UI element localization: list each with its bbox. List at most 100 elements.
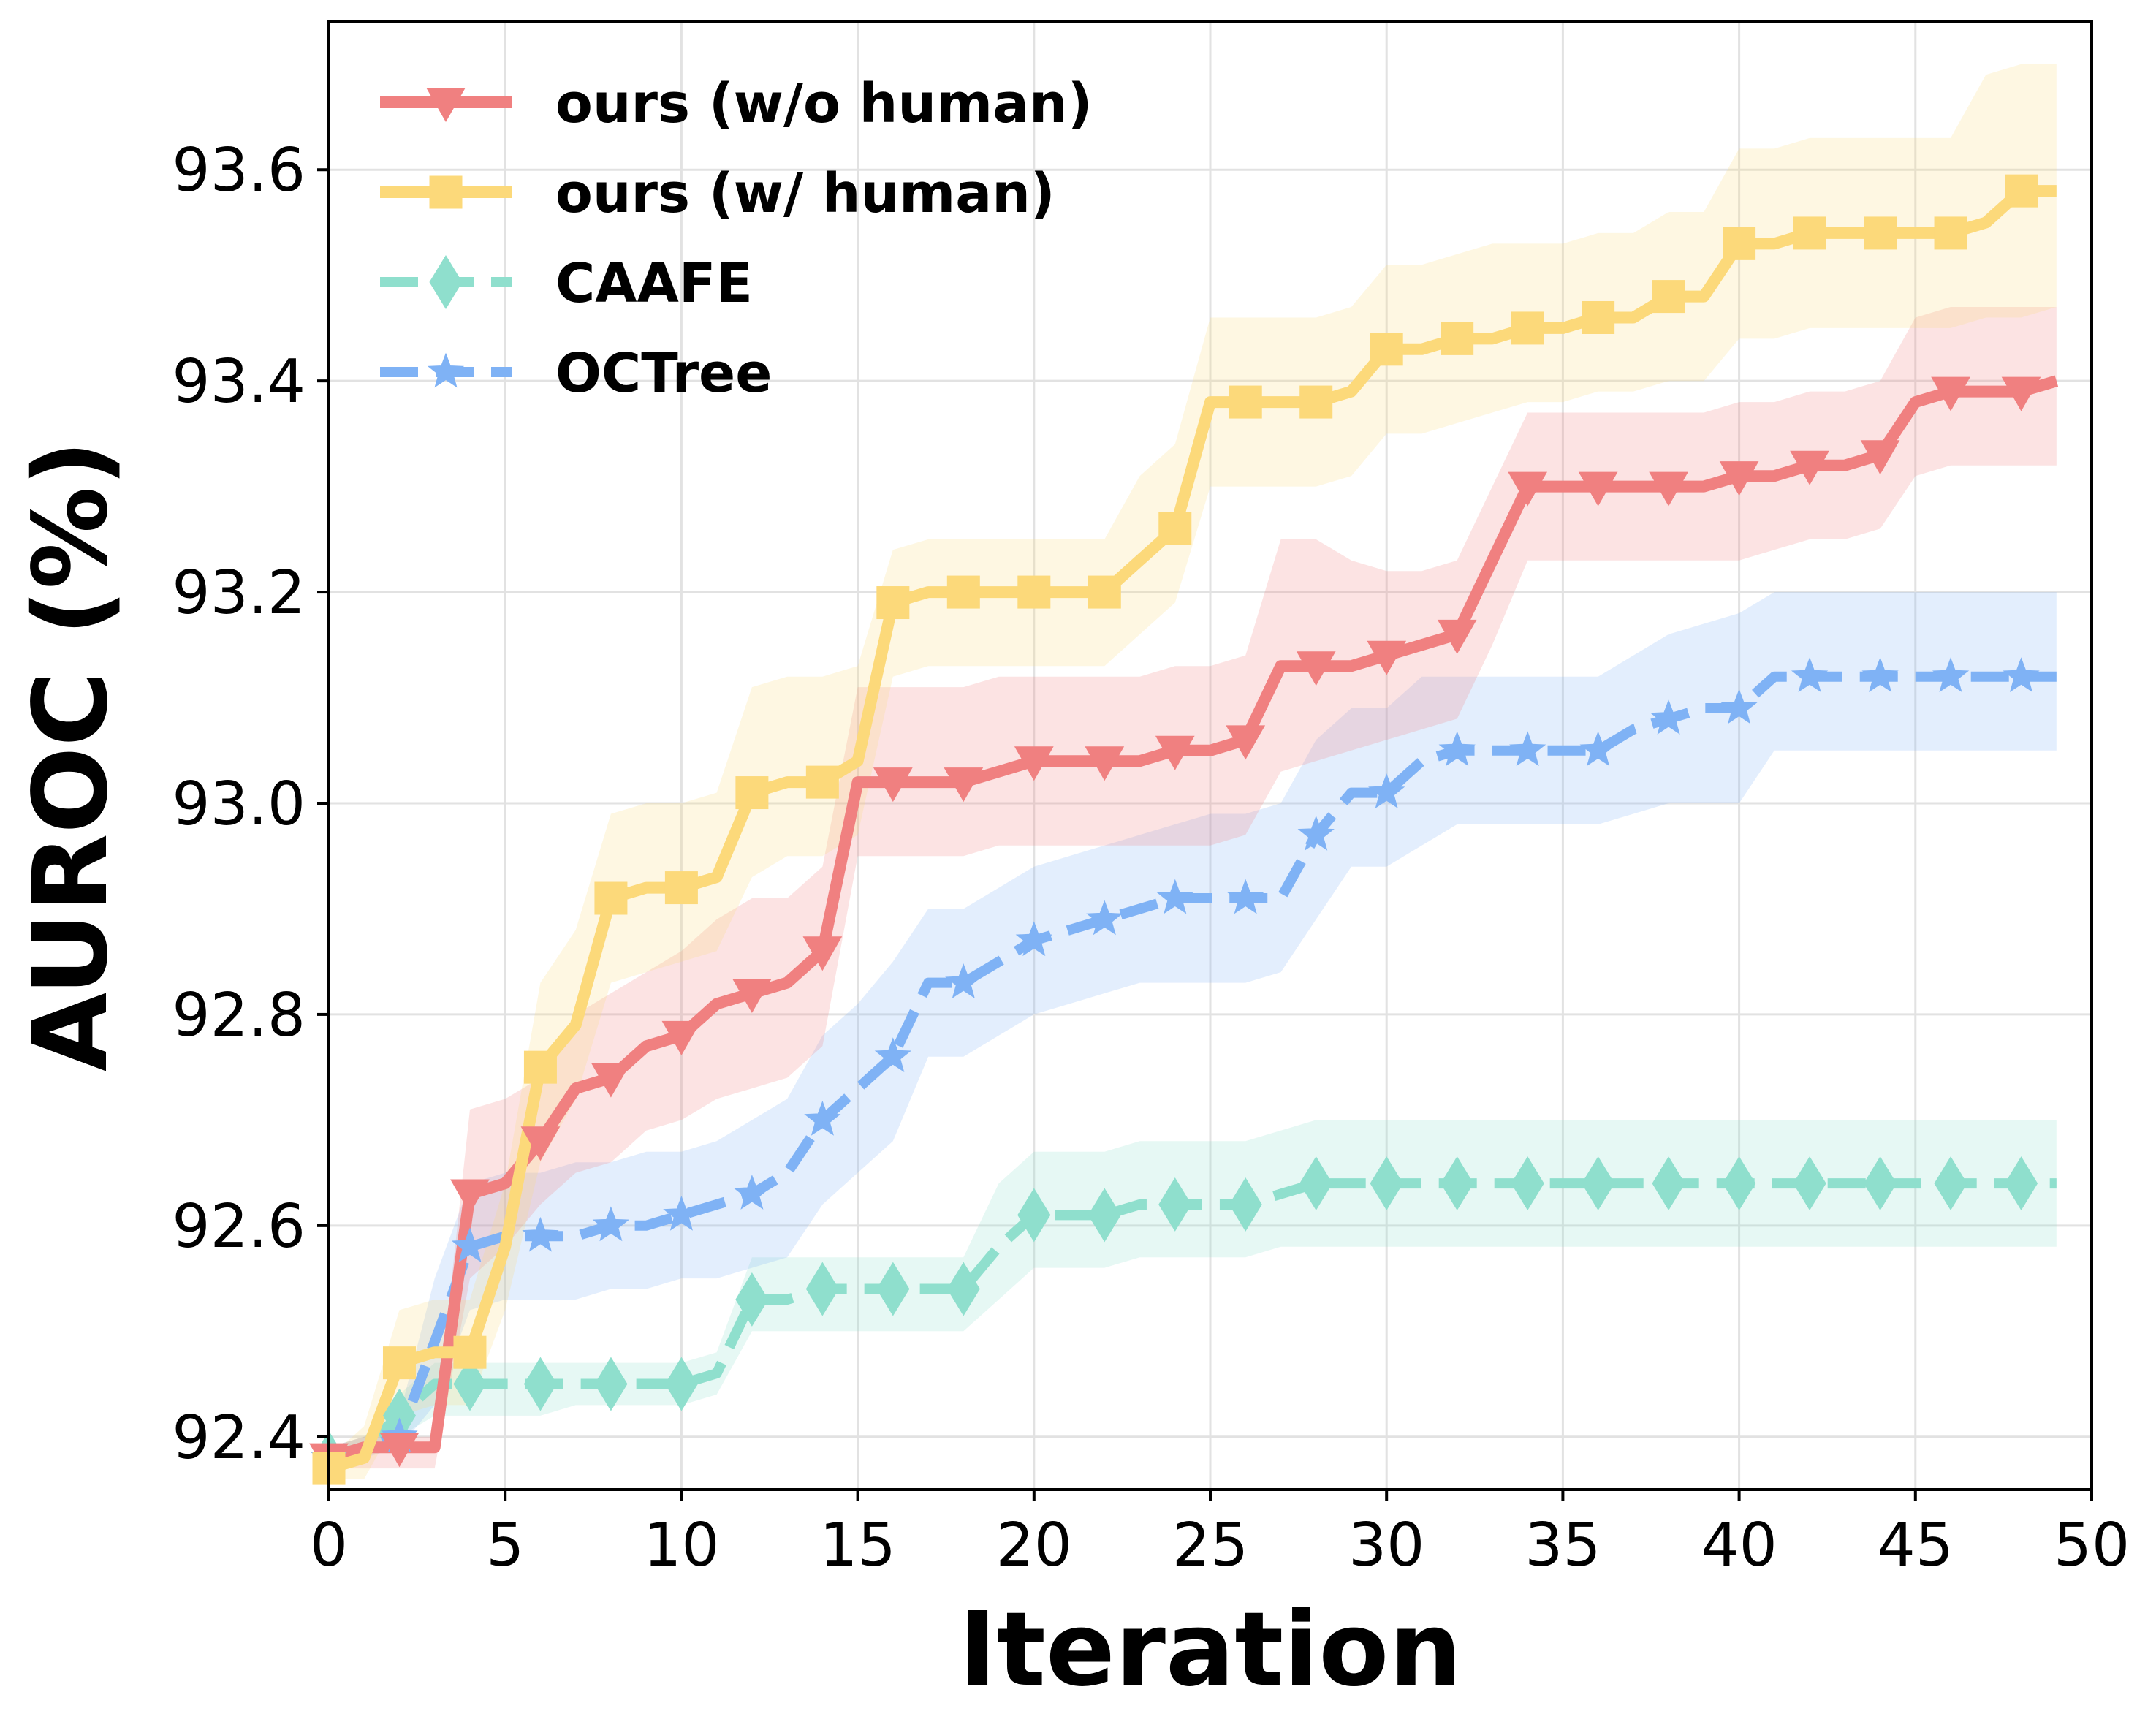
point-ours-w-o-human (1226, 725, 1266, 760)
point-octree (1156, 879, 1193, 914)
point-ours-w-human (1793, 216, 1826, 250)
y-tick-label: 93.6 (172, 136, 305, 205)
confidence-bands (329, 64, 2057, 1479)
y-axis-title: AUROC (%) (12, 440, 131, 1071)
series-markers (309, 174, 2041, 1485)
point-octree (1297, 815, 1335, 851)
point-octree (1227, 879, 1264, 914)
point-ours-w-human (594, 881, 628, 915)
point-octree (945, 963, 982, 998)
point-ours-w-o-human (2001, 376, 2041, 411)
x-tick-label: 10 (643, 1511, 719, 1580)
point-ours-w-human (453, 1335, 487, 1369)
point-ours-w-o-human (873, 767, 913, 803)
point-caafe (805, 1262, 839, 1316)
point-caafe (1370, 1156, 1403, 1211)
legend: ours (w/o human) ours (w/ human) CAAFE OCTr… (380, 72, 1093, 405)
point-ours-w-o-human (1860, 440, 1900, 475)
point-ours-w-human (2005, 174, 2038, 208)
y-tick-label: 92.8 (172, 981, 305, 1050)
point-ours-w-human (876, 586, 910, 620)
legend-label-caafe: CAAFE (555, 252, 753, 315)
point-caafe (1299, 1156, 1333, 1211)
point-octree (1368, 773, 1405, 808)
point-ours-w-o-human (520, 1126, 561, 1161)
y-tick-label: 93.2 (172, 558, 305, 628)
point-ours-w-o-human (1719, 461, 1759, 496)
x-tick-label: 50 (2054, 1511, 2130, 1580)
point-ours-w-human (1582, 300, 1615, 334)
point-ours-w-o-human (944, 767, 984, 803)
point-ours-w-human (1088, 575, 1121, 609)
point-caafe (1441, 1156, 1474, 1211)
point-ours-w-human (1441, 322, 1474, 355)
y-axis-ticks: 92.4 92.6 92.8 93.0 93.2 93.4 93.6 (172, 136, 329, 1473)
point-ours-w-human (805, 765, 839, 799)
point-ours-w-o-human (1437, 619, 1477, 654)
x-axis-title: Iteration (959, 1590, 1462, 1710)
legend-marker-ours-w-o-human (426, 88, 466, 123)
x-tick-label: 25 (1172, 1511, 1248, 1580)
point-ours-w-human (946, 575, 980, 609)
legend-marker-octree (427, 352, 465, 388)
point-ours-w-human (1299, 385, 1333, 419)
legend-marker-caafe (429, 255, 463, 309)
legend-label-ours-w-human: ours (w/ human) (555, 162, 1055, 225)
point-caafe (1863, 1156, 1897, 1211)
x-tick-label: 0 (310, 1511, 348, 1580)
x-tick-label: 30 (1348, 1511, 1424, 1580)
point-ours-w-human (1370, 333, 1403, 366)
point-octree (1015, 921, 1052, 957)
point-octree (1438, 731, 1476, 767)
x-tick-label: 45 (1878, 1511, 1954, 1580)
point-octree (733, 1175, 771, 1210)
y-tick-label: 93.4 (172, 347, 305, 417)
point-ours-w-human (523, 1050, 557, 1084)
y-tick-label: 92.4 (172, 1403, 305, 1473)
point-octree (663, 1195, 700, 1231)
point-octree (2003, 657, 2040, 693)
point-ours-w-o-human (1578, 471, 1618, 507)
y-tick-label: 92.6 (172, 1192, 305, 1262)
point-ours-w-o-human (1014, 746, 1054, 781)
point-octree (1861, 657, 1899, 693)
point-ours-w-o-human (591, 1063, 631, 1098)
point-ours-w-human (1652, 280, 1685, 314)
point-octree (1932, 657, 1970, 693)
point-octree (874, 1037, 911, 1073)
point-ours-w-human (1229, 385, 1262, 419)
band-octree (329, 592, 2057, 1469)
point-caafe (664, 1357, 698, 1411)
point-caafe (1652, 1156, 1685, 1211)
point-caafe (735, 1272, 769, 1327)
point-caafe (1229, 1177, 1262, 1232)
y-tick-label: 93.0 (172, 770, 305, 839)
point-ours-w-o-human (1367, 640, 1407, 675)
point-octree (592, 1206, 630, 1242)
x-tick-label: 15 (819, 1511, 895, 1580)
point-caafe (1934, 1156, 1967, 1211)
x-tick-label: 5 (486, 1511, 524, 1580)
point-caafe (594, 1357, 628, 1411)
point-caafe (1511, 1156, 1544, 1211)
point-caafe (1017, 1188, 1051, 1243)
point-caafe (2004, 1156, 2038, 1211)
point-caafe (876, 1262, 910, 1316)
point-caafe (1582, 1156, 1615, 1211)
point-ours-w-human (1723, 227, 1756, 260)
point-ours-w-human (664, 871, 698, 905)
point-octree (1509, 731, 1546, 767)
point-ours-w-human (1158, 512, 1192, 545)
x-tick-label: 20 (996, 1511, 1072, 1580)
point-ours-w-human (1934, 216, 1967, 250)
point-ours-w-human (1017, 575, 1051, 609)
point-octree (1720, 689, 1758, 724)
x-tick-label: 35 (1525, 1511, 1601, 1580)
legend-label-ours-w-o-human: ours (w/o human) (555, 72, 1093, 135)
x-tick-label: 40 (1701, 1511, 1777, 1580)
point-ours-w-o-human (1296, 651, 1336, 686)
point-ours-w-o-human (1508, 471, 1548, 507)
point-caafe (523, 1357, 558, 1411)
point-ours-w-human (1511, 311, 1544, 345)
